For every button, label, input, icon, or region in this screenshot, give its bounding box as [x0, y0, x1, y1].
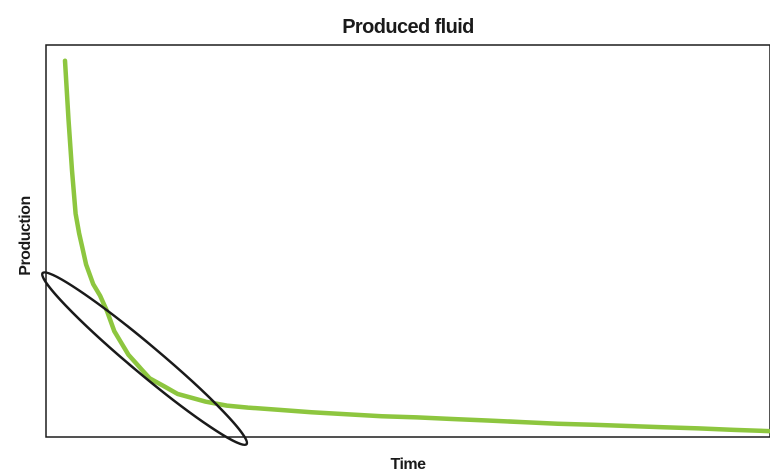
plot-area [40, 58, 770, 447]
plot-frame [45, 44, 770, 438]
series-line-0 [62, 58, 770, 434]
x-axis-label: Time [390, 456, 426, 473]
chart-title: Produced fluid [342, 16, 474, 38]
y-axis-label: Production [17, 196, 34, 275]
highlight-ellipse-0 [40, 271, 249, 447]
